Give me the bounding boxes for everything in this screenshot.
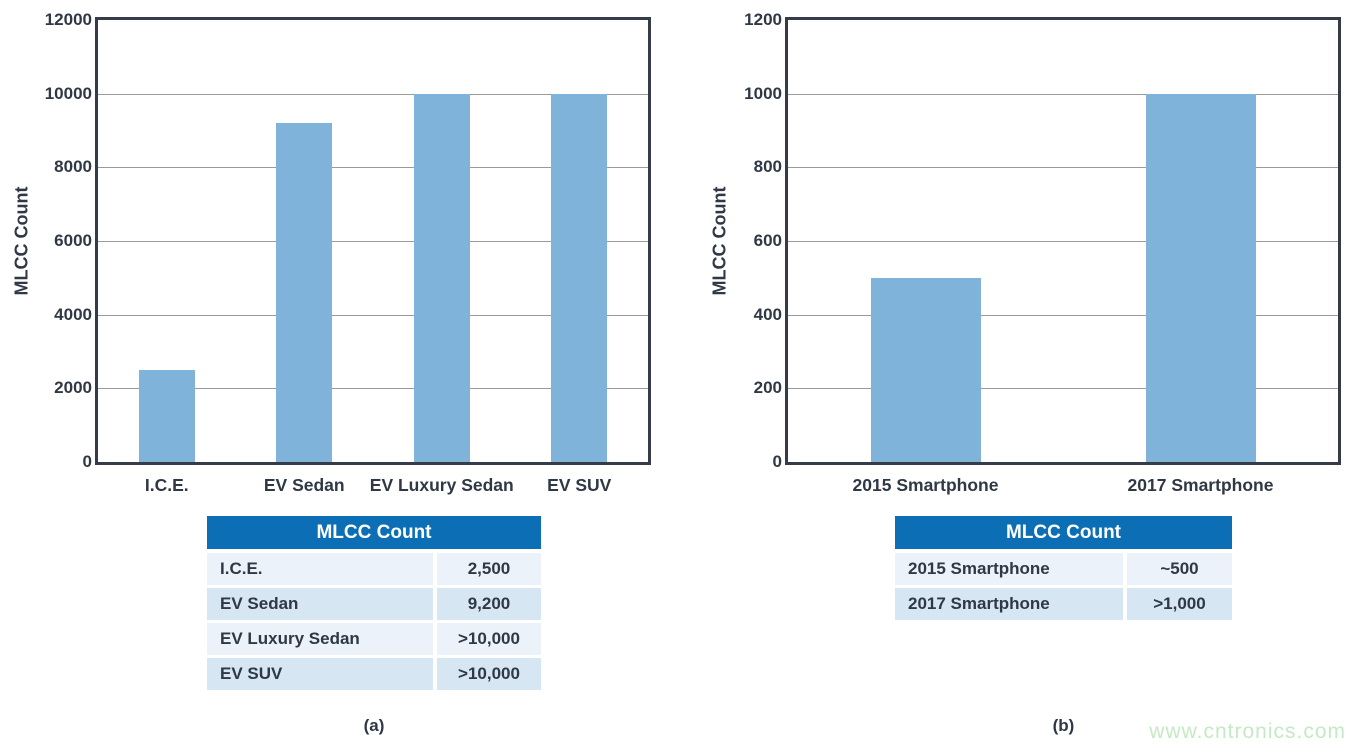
table-cell-label: EV SUV [207,658,433,690]
y-tick-label: 0 [82,452,92,471]
table-cell-value: ~500 [1127,553,1232,585]
x-category-label: 2015 Smartphone [852,475,999,495]
table-row: 2015 Smartphone ~500 [895,553,1232,585]
gridline [788,241,1338,242]
table-row: EV Luxury Sedan >10,000 [207,623,541,655]
x-category-label: 2017 Smartphone [1127,475,1274,495]
table-cell-label: EV Sedan [207,588,433,620]
x-category-label: EV Sedan [263,475,345,495]
table-row: I.C.E. 2,500 [207,553,541,585]
gridline [98,314,648,316]
column-divider [433,588,437,620]
column-divider [433,553,437,585]
gridline [788,93,1338,95]
bar [551,93,608,462]
y-tick-label: 4000 [54,304,92,324]
y-tick-label: 200 [753,378,782,398]
caption-b: (b) [1052,716,1075,735]
y-tick-label: 2000 [54,378,92,398]
column-divider [433,623,437,655]
gridline [98,241,648,242]
table-cell-label: EV Luxury Sedan [207,623,433,655]
y-tick-label: 800 [753,157,782,177]
y-tick-label: 0 [772,452,782,471]
y-tick-label: 600 [753,231,782,250]
y-tick-label: 6000 [54,231,92,250]
bar [138,369,195,462]
bar [870,277,981,462]
y-tick-label: 1200 [744,10,782,29]
x-category-label: EV Luxury Sedan [369,475,514,495]
table-cell-label: 2015 Smartphone [895,553,1123,585]
bar [1145,93,1256,462]
watermark: www.cntronics.com [1149,720,1346,743]
x-category-label: I.C.E. [144,475,189,495]
bar [413,93,470,462]
gridline [98,167,648,169]
gridline [98,388,648,390]
y-tick-label: 8000 [54,157,92,177]
plot-area-a [95,17,651,465]
y-tick-label: 10000 [44,83,92,103]
x-category-label: EV SUV [547,475,612,495]
table-cell-label: I.C.E. [207,553,433,585]
table-cell-value: 9,200 [437,588,541,620]
column-divider [1123,553,1127,585]
y-tick-label: 12000 [44,10,92,29]
y-tick-label: 400 [753,304,782,324]
gridline [788,314,1338,316]
plot-area-b [785,17,1341,465]
gridline [788,167,1338,169]
table-row: 2017 Smartphone >1,000 [895,588,1232,620]
column-divider [433,658,437,690]
caption-a: (a) [363,716,385,735]
table-cell-label: 2017 Smartphone [895,588,1123,620]
table-cell-value: 2,500 [437,553,541,585]
table-cell-value: >10,000 [437,623,541,655]
table-row: EV Sedan 9,200 [207,588,541,620]
data-table-a: MLCC Count I.C.E. 2,500 EV Sedan 9,200 EV Lu… [207,516,541,693]
table-cell-value: >10,000 [437,658,541,690]
table-cell-value: >1,000 [1127,588,1232,620]
data-table-b: MLCC Count 2015 Smartphone ~500 2017 Smart… [895,516,1232,623]
table-row: EV SUV >10,000 [207,658,541,690]
bar [276,123,333,462]
column-divider [1123,588,1127,620]
gridline [788,388,1338,390]
table-header-a: MLCC Count [207,516,541,549]
y-tick-label: 1000 [744,83,782,103]
table-header-b: MLCC Count [895,516,1232,549]
gridline [98,93,648,95]
